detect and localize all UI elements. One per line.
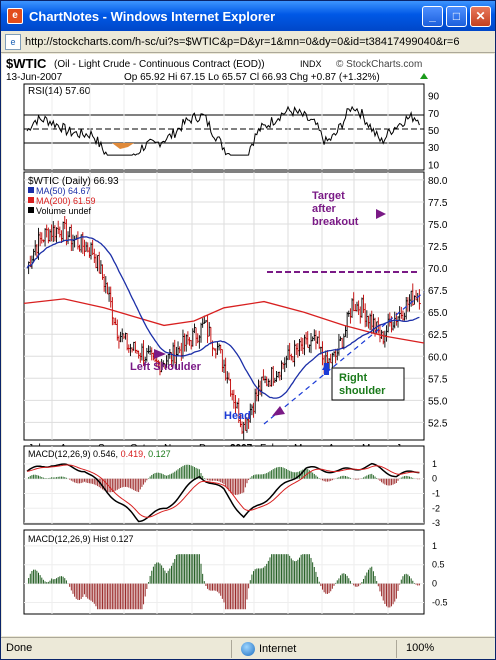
- macd-label: MACD(12,26,9) 0.546, 0.419, 0.127: [28, 449, 171, 459]
- target-arrow-icon: [376, 209, 386, 219]
- brand: © StockCharts.com: [336, 59, 422, 70]
- ma50-line: [26, 236, 420, 399]
- maximize-button[interactable]: □: [446, 6, 467, 27]
- price-tick: 67.5: [428, 286, 448, 297]
- left-shoulder-label: Left Shoulder: [130, 361, 202, 373]
- symbol: $WTIC: [6, 56, 47, 71]
- rsi-line: [26, 105, 420, 156]
- macd-signal-line: [26, 464, 420, 518]
- security-name: (Oil - Light Crude - Continuous Contract…: [54, 59, 265, 70]
- right-shoulder-box: [331, 367, 405, 401]
- price-tick: 52.5: [428, 418, 448, 429]
- quote-values: Op 65.92 Hi 67.15 Lo 65.57 Cl 66.93 Chg …: [124, 72, 380, 83]
- rsi-oversold-fill: [112, 143, 134, 149]
- page-icon: e: [5, 34, 21, 50]
- right-shoulder-line-1: Right: [339, 372, 367, 384]
- security-zone: Internet: [241, 642, 296, 656]
- ma50-swatch: [28, 187, 34, 193]
- rsi-tick: 10: [428, 160, 440, 171]
- left-shoulder-arrow-icon: [154, 349, 166, 359]
- stock-chart: $WTIC (Oil - Light Crude - Continuous Co…: [6, 56, 448, 615]
- rsi-panel: RSI(14) 57.60 90 70 50 30 10: [23, 83, 440, 171]
- status-text: Done: [6, 642, 33, 654]
- price-tick: 77.5: [428, 198, 448, 209]
- macd-tick: -2: [432, 503, 440, 513]
- rsi-tick: 90: [428, 92, 440, 103]
- rsi-tick: 50: [428, 126, 440, 137]
- ma200-line: [23, 298, 425, 344]
- hist-tick: -0.5: [432, 597, 448, 607]
- hist-tick: 0.5: [432, 560, 445, 570]
- ma50-label: MA(50) 64.67: [36, 186, 91, 196]
- volume-label: Volume undef: [36, 206, 92, 216]
- right-shoulder-line-2: shoulder: [339, 385, 386, 397]
- price-tick: 70.0: [428, 264, 448, 275]
- window-title: ChartNotes - Windows Internet Explorer: [29, 9, 276, 24]
- title-bar: e ChartNotes - Windows Internet Explorer…: [1, 1, 495, 31]
- macd-panel: 1 0 -1 -2 -3 MACD(12,26,9) 0.546, 0.419, 0.1…: [23, 445, 440, 528]
- url-text[interactable]: http://stockcharts.com/h-sc/ui?s=$WTIC&p…: [25, 36, 460, 48]
- quote-date: 13-Jun-2007: [6, 72, 63, 83]
- price-tick: 55.0: [428, 396, 448, 407]
- price-tick: 65.0: [428, 308, 448, 319]
- head-arrow-icon: [272, 406, 285, 416]
- hist-label: MACD(12,26,9) Hist 0.127: [28, 534, 134, 544]
- rsi-label: RSI(14) 57.60: [28, 86, 91, 97]
- target-line-3: breakout: [312, 216, 359, 228]
- price-tick: 60.0: [428, 352, 448, 363]
- macd-tick: 0: [432, 474, 437, 484]
- price-tick: 62.5: [428, 330, 448, 341]
- zone-label: Internet: [259, 643, 297, 655]
- hist-tick: 0: [432, 579, 437, 589]
- ma200-label: MA(200) 61.59: [36, 196, 96, 206]
- price-panel: 80.0 77.5 75.0 72.5 70.0 67.5 65.0 62.5 60.0 57.5…: [23, 171, 448, 441]
- globe-icon: [241, 642, 255, 656]
- macd-hist-panel: 1 0.5 0 -0.5 MACD(12,26,9) Hist 0.127: [23, 529, 448, 615]
- chart-page: $WTIC (Oil - Light Crude - Continuous Co…: [2, 54, 494, 636]
- price-tick: 80.0: [428, 176, 448, 187]
- head-label: Head: [224, 410, 251, 422]
- exchange: INDX: [300, 59, 322, 69]
- price-tick: 72.5: [428, 242, 448, 253]
- ie-icon: e: [7, 8, 23, 24]
- zoom-level[interactable]: 100%: [406, 642, 435, 654]
- hist-tick: 1: [432, 541, 437, 551]
- target-line-2: after: [312, 203, 337, 215]
- rsi-tick: 30: [428, 143, 440, 154]
- macd-tick: -3: [432, 518, 440, 528]
- price-tick: 57.5: [428, 374, 448, 385]
- minimize-button[interactable]: _: [422, 6, 443, 27]
- status-bar: Done Internet 100%: [1, 637, 495, 659]
- address-bar[interactable]: e http://stockcharts.com/h-sc/ui?s=$WTIC…: [1, 31, 495, 53]
- close-button[interactable]: ✕: [470, 6, 491, 27]
- macd-tick: 1: [432, 459, 437, 469]
- macd-tick: -1: [432, 488, 440, 498]
- price-label: $WTIC (Daily) 66.93: [28, 176, 119, 187]
- trendline: [263, 291, 425, 425]
- volume-swatch: [28, 207, 34, 213]
- rsi-tick: 70: [428, 109, 440, 120]
- ma200-swatch: [28, 197, 34, 203]
- target-line-1: Target: [312, 190, 345, 202]
- up-arrow-icon: [420, 73, 428, 79]
- price-tick: 75.0: [428, 220, 448, 231]
